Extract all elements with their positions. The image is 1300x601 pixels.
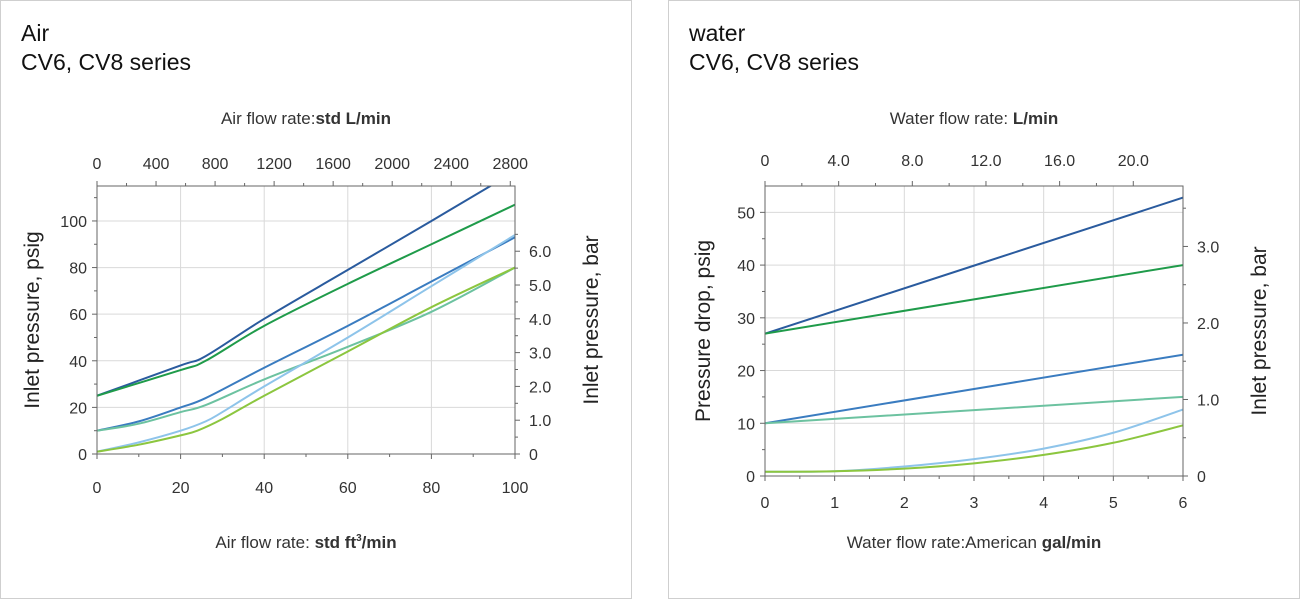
air-series-line-2 bbox=[97, 203, 515, 397]
water-x-top-tick-label: 20.0 bbox=[1118, 153, 1149, 170]
air-x-top-tick-label: 1600 bbox=[315, 156, 351, 173]
air-x-bottom-tick-label: 0 bbox=[93, 480, 102, 497]
water-y-right-tick-label: 3.0 bbox=[1197, 239, 1219, 256]
water-chart: 0 1 2 3 4 5 60 4.0 8.0 12.0 16.0 20.00102030405001.… bbox=[692, 109, 1271, 552]
air-series-group bbox=[97, 186, 515, 453]
water-chart-panel: water CV6, CV8 series 0 1 2 3 4 5 6 0 4.0 8.0 12.0… bbox=[668, 0, 1300, 599]
air-x-top-tick-label: 0 bbox=[93, 156, 102, 173]
air-x-bottom-tick-label: 20 bbox=[172, 480, 190, 497]
water-y-right-tick-label: 0 bbox=[1197, 469, 1206, 486]
air-y-right-axis-title: Inlet pressure, bar bbox=[580, 235, 603, 404]
air-chart-title-line-2: CV6, CV8 series bbox=[21, 49, 192, 75]
water-x-bottom-tick-label: 2 bbox=[900, 495, 909, 512]
air-y-right-tick-label: 0 bbox=[529, 447, 538, 464]
air-x-top-tick-label: 800 bbox=[202, 156, 229, 173]
air-series-line-1 bbox=[97, 186, 493, 397]
water-x-bottom-axis-title: Water flow rate:American gal/min bbox=[847, 533, 1101, 552]
air-y-left-tick-label: 100 bbox=[60, 214, 87, 231]
air-y-left-tick-label: 40 bbox=[69, 354, 87, 371]
air-x-top-tick-label: 2000 bbox=[374, 156, 410, 173]
water-y-left-tick-label: 20 bbox=[737, 364, 755, 381]
water-y-right-tick-label: 2.0 bbox=[1197, 316, 1219, 333]
water-y-left-tick-label: 50 bbox=[737, 205, 755, 222]
air-series-line-3 bbox=[97, 236, 515, 432]
air-x-top-tick-label: 1200 bbox=[256, 156, 292, 173]
air-grid bbox=[97, 186, 515, 454]
water-series-line-2 bbox=[765, 264, 1183, 335]
air-x-top-tick-label: 400 bbox=[143, 156, 170, 173]
air-chart-title-line-1: Air bbox=[21, 20, 50, 46]
water-x-bottom-tick-label: 4 bbox=[1039, 495, 1048, 512]
air-y-right-tick-label: 2.0 bbox=[529, 379, 551, 396]
air-y-right-tick-label: 6.0 bbox=[529, 244, 551, 261]
water-x-bottom-tick-label: 0 bbox=[761, 495, 770, 512]
air-x-top-tick-label: 2400 bbox=[433, 156, 469, 173]
water-chart-title-line-1: water bbox=[689, 20, 746, 46]
air-x-bottom-tick-label: 80 bbox=[423, 480, 441, 497]
water-y-left-tick-label: 10 bbox=[737, 416, 755, 433]
air-y-right-tick-label: 5.0 bbox=[529, 278, 551, 295]
water-y-right-tick-label: 1.0 bbox=[1197, 392, 1219, 409]
water-series-line-4 bbox=[765, 395, 1183, 425]
water-x-top-tick-label: 12.0 bbox=[970, 153, 1001, 170]
water-series-line-1 bbox=[765, 196, 1183, 335]
air-y-right-tick-label: 1.0 bbox=[529, 413, 551, 430]
water-x-bottom-tick-label: 3 bbox=[970, 495, 979, 512]
water-x-top-tick-label: 4.0 bbox=[828, 153, 850, 170]
air-series-line-6 bbox=[97, 266, 515, 453]
air-y-right-tick-label: 3.0 bbox=[529, 346, 551, 363]
air-x-bottom-tick-label: 60 bbox=[339, 480, 357, 497]
water-x-bottom-tick-label: 6 bbox=[1179, 495, 1188, 512]
air-y-left-tick-label: 80 bbox=[69, 261, 87, 278]
air-series-line-4 bbox=[97, 266, 515, 432]
air-x-bottom-axis-title: Air flow rate: std ft3/min bbox=[215, 533, 396, 552]
water-series-line-6 bbox=[765, 424, 1183, 473]
water-y-left-tick-label: 30 bbox=[737, 311, 755, 328]
water-chart-title-line-2: CV6, CV8 series bbox=[689, 49, 860, 75]
air-x-bottom-tick-label: 100 bbox=[502, 480, 529, 497]
water-chart-title: water CV6, CV8 series bbox=[689, 19, 859, 77]
water-x-top-axis-title: Water flow rate: L/min bbox=[890, 109, 1058, 128]
water-x-bottom-tick-label: 5 bbox=[1109, 495, 1118, 512]
air-chart-panel: Air CV6, CV8 series 0 20 40 60 80 100 0 400 800 1… bbox=[0, 0, 632, 599]
air-y-right-tick-label: 4.0 bbox=[529, 312, 551, 329]
air-x-top-axis-title: Air flow rate:std L/min bbox=[221, 109, 391, 128]
water-x-top-tick-label: 0 bbox=[761, 153, 770, 170]
water-x-top-tick-label: 8.0 bbox=[901, 153, 923, 170]
air-y-left-tick-label: 60 bbox=[69, 307, 87, 324]
air-y-left-axis-title: Inlet pressure, psig bbox=[21, 231, 44, 408]
air-series-line-5 bbox=[97, 233, 515, 453]
air-x-bottom-tick-label: 40 bbox=[255, 480, 273, 497]
water-y-right-axis-title: Inlet pressure, bar bbox=[1248, 246, 1271, 415]
water-grid bbox=[765, 186, 1183, 476]
air-y-left-tick-label: 20 bbox=[69, 400, 87, 417]
water-x-bottom-tick-label: 1 bbox=[830, 495, 839, 512]
air-y-left-tick-label: 0 bbox=[78, 447, 87, 464]
air-chart-title: Air CV6, CV8 series bbox=[21, 19, 191, 77]
water-x-top-tick-label: 16.0 bbox=[1044, 153, 1075, 170]
water-series-group bbox=[765, 196, 1183, 473]
water-y-left-tick-label: 0 bbox=[746, 469, 755, 486]
water-series-line-3 bbox=[765, 353, 1183, 425]
water-y-left-axis-title: Pressure drop, psig bbox=[692, 240, 715, 422]
water-y-left-tick-label: 40 bbox=[737, 258, 755, 275]
air-x-top-tick-label: 2800 bbox=[492, 156, 528, 173]
